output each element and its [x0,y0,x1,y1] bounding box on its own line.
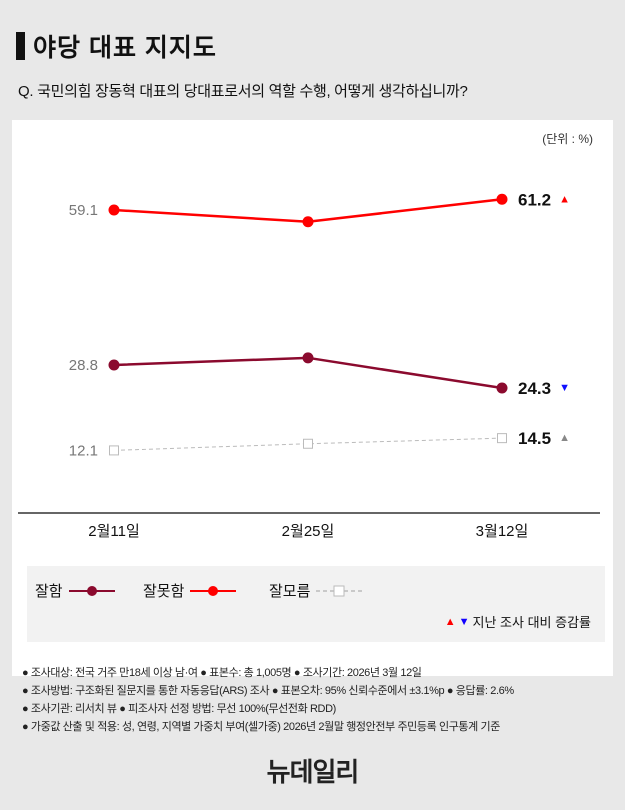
legend-marker-square-icon [316,585,363,596]
change-note: ▲ ▼ 지난 조사 대비 증감률 [445,612,591,631]
legend-item-dontknow: 잘모름 [269,580,363,601]
legend-item-bad: 잘못함 [143,580,237,601]
data-point [109,445,119,456]
triangle-up-icon: ▲ [559,432,570,444]
x-tick-label: 3월12일 [476,523,529,540]
title-text: 야당 대표 지지도 [33,34,217,62]
data-point [497,433,507,444]
legend-item-good: 잘함 [35,580,115,601]
legend: 잘함 잘못함 잘모름 ▲ ▼ 지난 조사 대비 증감률 [27,566,605,642]
title-bar-decoration [16,32,25,60]
first-value-label: 59.1 [69,202,98,219]
data-point [303,438,313,449]
legend-marker-circle-icon [68,585,115,596]
line-chart: 2월11일 2월25일 3월12일 28.8 24.3 ▼ 59.1 61.2 ▲ 12.1 14.… [18,190,600,540]
x-tick-label: 2월25일 [282,523,335,540]
data-point [302,216,314,228]
chart-panel: (단위 : %) 2월11일 2월25일 3월12일 28.8 24.3 ▼ 59.1 61.… [12,120,613,676]
survey-question: Q. 국민의힘 장동혁 대표의 당대표로서의 역할 수행, 어떻게 생각하십니까… [18,83,468,100]
unit-label: (단위 : %) [542,132,593,146]
data-point [302,352,314,364]
last-value-label: 14.5 [518,429,551,448]
first-value-label: 12.1 [69,442,98,459]
last-value-label: 61.2 [518,190,551,209]
first-value-label: 28.8 [69,357,98,374]
footnote-line: ● 조사기관: 리서치 뷰 ● 피조사자 선정 방법: 무선 100%(무선전화… [22,703,336,715]
triangle-down-icon: ▼ [458,615,470,628]
triangle-down-icon: ▼ [559,382,570,394]
triangle-up-icon: ▲ [444,615,456,628]
data-point [496,193,508,205]
newdaily-logo: 뉴데일리 [266,757,360,787]
legend-marker-circle-icon [190,585,237,596]
data-point [496,382,508,394]
triangle-up-icon: ▲ [559,193,570,205]
last-value-label: 24.3 [518,379,551,398]
change-note-text: 지난 조사 대비 증감률 [472,615,591,630]
legend-label: 잘못함 [143,583,185,600]
survey-footnotes: ● 조사대상: 전국 거주 만18세 이상 남·여 ● 표본수: 총 1,005… [22,664,514,736]
data-point [108,359,120,371]
footnote-line: ● 조사대상: 전국 거주 만18세 이상 남·여 ● 표본수: 총 1,005… [22,667,422,679]
legend-label: 잘모름 [269,583,311,600]
x-tick-label: 2월11일 [88,523,140,540]
footnote-line: ● 가중값 산출 및 적용: 성, 연령, 지역별 가중치 부여(셀가중) 20… [22,721,500,733]
series-line-2 [113,437,503,451]
legend-label: 잘함 [35,583,63,600]
footnote-line: ● 조사방법: 구조화된 질문지를 통한 자동응답(ARS) 조사 ● 표본오차… [22,685,514,697]
page-title: 야당 대표 지지도 [16,28,217,64]
data-point [108,204,120,216]
